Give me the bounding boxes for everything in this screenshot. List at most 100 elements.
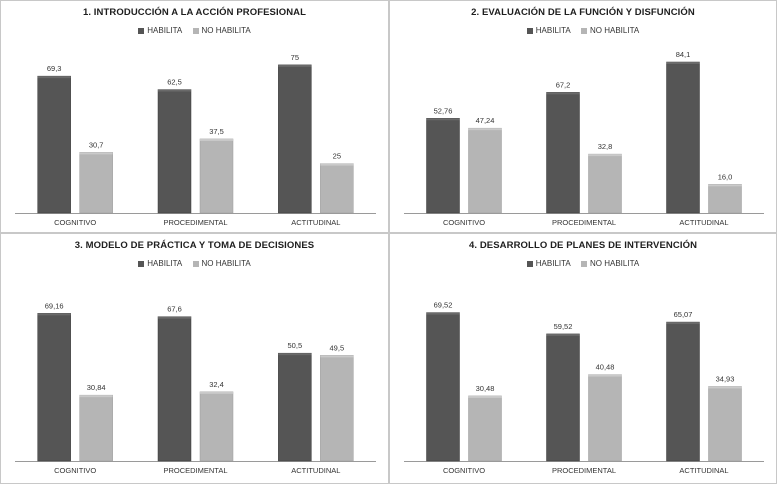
bar-habilita-actitudinal <box>278 64 312 214</box>
bar-no-habilita-cognitivo <box>468 395 502 462</box>
bar-no-habilita-cognitivo <box>468 127 502 214</box>
bar-top-highlight <box>708 386 742 389</box>
legend-label: HABILITA <box>147 259 183 268</box>
legend-swatch-no-habilita <box>192 260 199 267</box>
bar-top-highlight <box>468 395 502 398</box>
legend-label: NO HABILITA <box>590 26 640 35</box>
bar-top-highlight <box>278 64 312 67</box>
chart-title: 4. DESARROLLO DE PLANES DE INTERVENCIÓN <box>468 240 698 251</box>
bar-habilita-cognitivo <box>426 118 460 214</box>
x-tick-label: PROCEDIMENTAL <box>552 218 616 227</box>
x-tick-label: PROCEDIMENTAL <box>552 466 616 475</box>
x-tick-label: ACTITUDINAL <box>679 218 728 227</box>
chart-title: 1. INTRODUCCIÓN A LA ACCIÓN PROFESIONAL <box>82 7 307 18</box>
bar-habilita-cognitivo <box>426 312 460 462</box>
legend-swatch-habilita <box>138 260 145 267</box>
x-tick-label: PROCEDIMENTAL <box>163 466 227 475</box>
data-label: 49,5 <box>330 343 345 352</box>
bar-top-highlight <box>278 353 312 356</box>
chart-panel-4: 4. DESARROLLO DE PLANES DE INTERVENCIÓN … <box>389 233 777 484</box>
x-tick-label: PROCEDIMENTAL <box>163 218 227 227</box>
bar-habilita-procedimental <box>157 316 192 462</box>
bar-no-habilita-actitudinal <box>320 355 354 462</box>
chart-plot: 69,16 30,84 COGNITIVO 67,6 32,4 PROCEDIMENTAL… <box>15 301 376 475</box>
data-label: 30,84 <box>87 383 106 392</box>
data-label: 65,07 <box>674 310 693 319</box>
bar-top-highlight <box>546 92 580 95</box>
chart-panel-2: 2. EVALUACIÓN DE LA FUNCIÓN Y DISFUNCIÓN… <box>389 0 777 233</box>
data-label: 40,48 <box>596 363 615 372</box>
x-tick-label: COGNITIVO <box>54 466 96 475</box>
bar-top-highlight <box>426 312 460 315</box>
bar-top-highlight <box>546 333 580 336</box>
bar-no-habilita-procedimental <box>588 374 622 462</box>
bar-top-highlight <box>200 138 233 141</box>
bar-top-highlight <box>666 62 700 65</box>
legend-label: NO HABILITA <box>201 26 251 35</box>
legend-item-habilita: HABILITA <box>526 26 571 35</box>
legend-swatch-habilita <box>138 27 145 34</box>
legend-swatch-no-habilita <box>581 260 587 267</box>
data-label: 69,16 <box>45 301 64 310</box>
data-label: 30,48 <box>476 384 495 393</box>
bar-habilita-actitudinal <box>666 61 700 214</box>
bar-top-highlight <box>588 374 622 377</box>
legend-item-habilita: HABILITA <box>526 259 571 268</box>
data-label: 32,4 <box>209 380 224 389</box>
data-label: 59,52 <box>554 322 573 331</box>
bar-top-highlight <box>320 163 354 166</box>
bar-habilita-actitudinal <box>278 352 312 462</box>
x-tick-label: COGNITIVO <box>443 218 485 227</box>
chart-panel-3: 3. MODELO DE PRÁCTICA Y TOMA DE DECISION… <box>0 233 389 484</box>
data-label: 52,76 <box>434 106 453 115</box>
legend-swatch-habilita <box>526 260 533 267</box>
legend-label: HABILITA <box>535 259 571 268</box>
legend-item-habilita: HABILITA <box>138 26 182 35</box>
bar-top-highlight <box>468 128 502 131</box>
bar-no-habilita-procedimental <box>199 391 234 462</box>
chart-plot: 69,52 30,48 COGNITIVO 59,52 40,48 PROCEDIMENT… <box>404 301 764 475</box>
bar-top-highlight <box>588 154 622 157</box>
bar-top-highlight <box>666 322 700 325</box>
chart-legend: HABILITA NO HABILITA <box>1 26 388 35</box>
bar-no-habilita-actitudinal <box>708 184 742 214</box>
legend-item-no-habilita: NO HABILITA <box>581 26 639 35</box>
chart-legend: HABILITA NO HABILITA <box>390 259 776 268</box>
legend-label: HABILITA <box>535 26 571 35</box>
data-label: 37,5 <box>209 127 224 136</box>
chart-plot: 69,3 30,7 COGNITIVO 62,5 37,5 PROCEDIMENTAL 75… <box>15 53 376 227</box>
x-tick-label: ACTITUDINAL <box>291 466 340 475</box>
bar-no-habilita-procedimental <box>588 153 622 214</box>
data-label: 62,5 <box>167 78 182 87</box>
data-label: 84,1 <box>676 50 691 59</box>
legend-item-no-habilita: NO HABILITA <box>192 26 251 35</box>
bar-top-highlight <box>37 313 71 316</box>
legend-swatch-no-habilita <box>192 27 199 34</box>
legend-item-no-habilita: NO HABILITA <box>581 259 639 268</box>
bar-no-habilita-cognitivo <box>79 152 113 214</box>
legend-item-no-habilita: NO HABILITA <box>192 259 251 268</box>
chart-legend: HABILITA NO HABILITA <box>1 259 388 268</box>
bar-habilita-procedimental <box>157 89 192 214</box>
data-label: 25 <box>333 152 341 161</box>
data-label: 30,7 <box>89 140 104 149</box>
data-label: 47,24 <box>476 116 495 125</box>
data-label: 69,3 <box>47 64 62 73</box>
bar-top-highlight <box>79 152 113 155</box>
data-label: 67,2 <box>556 80 571 89</box>
bar-top-highlight <box>79 395 113 398</box>
bar-top-highlight <box>708 184 742 187</box>
data-label: 75 <box>291 53 299 62</box>
legend-item-habilita: HABILITA <box>138 259 182 268</box>
data-label: 32,8 <box>598 142 613 151</box>
legend-swatch-habilita <box>526 27 533 34</box>
bar-no-habilita-actitudinal <box>708 386 742 462</box>
data-label: 50,5 <box>288 341 303 350</box>
bar-top-highlight <box>158 316 191 319</box>
legend-label: NO HABILITA <box>201 259 251 268</box>
data-label: 69,52 <box>434 301 453 310</box>
x-tick-label: ACTITUDINAL <box>291 218 340 227</box>
chart-legend: HABILITA NO HABILITA <box>390 26 776 35</box>
bar-top-highlight <box>320 355 354 358</box>
